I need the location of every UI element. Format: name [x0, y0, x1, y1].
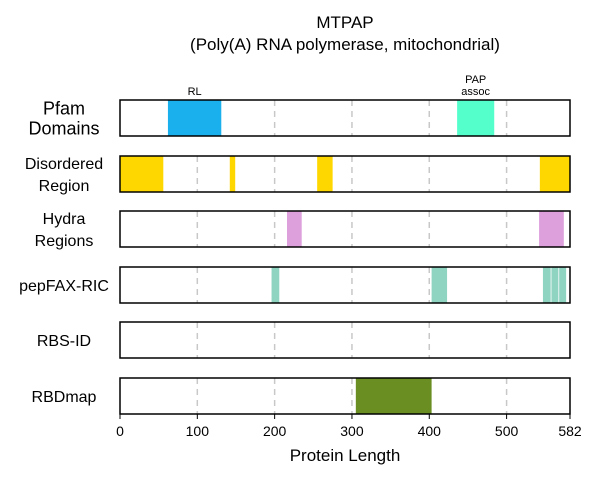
track-disordered-frame — [119, 155, 571, 193]
track-pfam-label: Domains — [28, 118, 99, 138]
track-disordered-segment-2 — [317, 156, 333, 192]
track-hydra: Hydra Regions — [35, 210, 571, 250]
track-disordered-label: Disordered — [25, 156, 103, 173]
track-disordered-segment-3 — [539, 156, 570, 192]
x-tick-label: 0 — [116, 423, 124, 439]
track-rbsid-label: RBS-ID — [37, 333, 91, 350]
track-pepfax-segment-2 — [542, 267, 551, 303]
track-disordered-label: Region — [39, 178, 90, 195]
track-hydra-label: Regions — [35, 233, 94, 250]
track-pepfax-segment-1 — [431, 267, 448, 303]
track-rbdmap-label: RBDmap — [32, 389, 97, 406]
track-rbsid: RBS-ID — [37, 321, 571, 359]
x-tick-label: 582 — [558, 423, 582, 439]
track-hydra-segment-0 — [287, 211, 302, 247]
track-disordered-segment-1 — [229, 156, 236, 192]
x-axis: 0 100 200 300 400 500 582 — [116, 414, 582, 439]
track-hydra-segment-1 — [539, 211, 564, 247]
track-disordered-segment-0 — [120, 156, 164, 192]
x-tick-label: 300 — [340, 423, 364, 439]
track-pfam-segment-1-label: PAP — [465, 74, 486, 86]
chart-title-line1: MTPAP — [316, 13, 373, 32]
gridlines — [196, 100, 508, 414]
x-tick-label: 500 — [495, 423, 519, 439]
track-pfam-segment-1 — [457, 100, 495, 136]
track-pepfax-label: pepFAX-RIC — [19, 278, 109, 295]
chart-title-line2: (Poly(A) RNA polymerase, mitochondrial) — [190, 35, 500, 54]
x-axis-label: Protein Length — [290, 446, 401, 465]
track-pepfax-segment-4 — [559, 267, 567, 303]
track-rbdmap-frame — [119, 377, 571, 415]
track-pepfax: pepFAX-RIC — [19, 266, 571, 304]
track-rbsid-frame — [119, 321, 571, 359]
track-pfam-frame — [119, 99, 571, 137]
x-tick-label: 200 — [263, 423, 287, 439]
track-pepfax-segment-0 — [271, 267, 280, 303]
track-hydra-label: Hydra — [43, 211, 86, 228]
track-pepfax-segment-3 — [551, 267, 559, 303]
track-pfam-segment-0-label: RL — [188, 86, 202, 98]
track-rbdmap-segment-0 — [355, 378, 432, 414]
track-disordered: Disordered Region — [25, 155, 571, 195]
x-tick-label: 400 — [418, 423, 442, 439]
track-pfam-segment-1-label: assoc — [461, 86, 490, 98]
x-tick-label: 100 — [186, 423, 210, 439]
track-hydra-frame — [119, 210, 571, 248]
track-pfam-label: Pfam — [43, 98, 85, 118]
track-rbdmap: RBDmap — [32, 377, 571, 415]
track-pepfax-frame — [119, 266, 571, 304]
track-pfam-segment-0 — [167, 100, 222, 136]
